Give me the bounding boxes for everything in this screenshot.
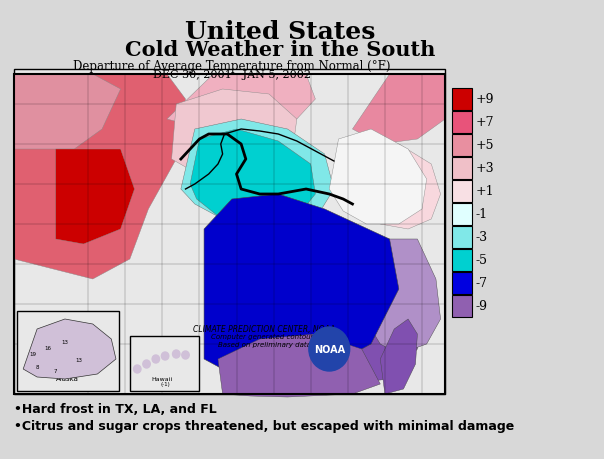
Polygon shape — [14, 75, 185, 280]
Bar — [452, 295, 472, 317]
Polygon shape — [381, 319, 417, 394]
Text: Departure of Average Temperature from Normal (°F): Departure of Average Temperature from No… — [73, 60, 391, 73]
Polygon shape — [204, 195, 399, 374]
Polygon shape — [23, 319, 116, 379]
Circle shape — [152, 355, 159, 363]
Text: +7: +7 — [476, 116, 494, 129]
Polygon shape — [329, 130, 426, 224]
Polygon shape — [362, 145, 440, 230]
Text: (-1): (-1) — [160, 381, 170, 386]
Circle shape — [309, 327, 350, 371]
Text: 13: 13 — [76, 357, 82, 362]
Text: DEC 30, 2001 - JAN 5, 2002: DEC 30, 2001 - JAN 5, 2002 — [153, 70, 311, 80]
Polygon shape — [181, 120, 334, 224]
Text: +3: +3 — [476, 162, 495, 174]
Text: 8: 8 — [36, 365, 39, 369]
Text: •Citrus and sugar crops threatened, but escaped with minimal damage: •Citrus and sugar crops threatened, but … — [14, 419, 514, 432]
Text: -9: -9 — [476, 299, 488, 312]
Bar — [452, 112, 472, 134]
Text: NOAA: NOAA — [313, 344, 345, 354]
Text: CLIMATE PREDICTION CENTER, NOAA: CLIMATE PREDICTION CENTER, NOAA — [193, 325, 335, 333]
Bar — [452, 249, 472, 271]
Polygon shape — [14, 75, 121, 150]
Text: United States: United States — [185, 20, 375, 44]
Polygon shape — [218, 334, 381, 397]
Text: 7: 7 — [54, 369, 57, 374]
Text: 19: 19 — [29, 352, 36, 357]
Polygon shape — [172, 90, 297, 174]
Text: -5: -5 — [476, 253, 488, 266]
Circle shape — [182, 351, 189, 359]
Text: -3: -3 — [476, 230, 488, 243]
Circle shape — [143, 360, 150, 368]
Text: Alaska: Alaska — [56, 375, 79, 381]
Text: Computer generated contours: Computer generated contours — [211, 333, 318, 339]
Polygon shape — [269, 230, 426, 384]
Text: +9: +9 — [476, 93, 494, 106]
Polygon shape — [56, 150, 135, 245]
Text: 13: 13 — [62, 339, 68, 344]
Bar — [452, 180, 472, 202]
Text: Hawaii: Hawaii — [152, 376, 173, 381]
Bar — [14, 70, 445, 394]
Bar — [130, 336, 199, 391]
Text: •Hard frost in TX, LA, and FL: •Hard frost in TX, LA, and FL — [14, 402, 217, 415]
Text: +1: +1 — [476, 185, 495, 197]
Polygon shape — [353, 75, 445, 145]
Bar — [452, 272, 472, 294]
Bar — [17, 311, 119, 391]
Bar — [452, 203, 472, 225]
Text: +5: +5 — [476, 139, 494, 151]
Bar — [452, 157, 472, 179]
Bar — [452, 89, 472, 111]
Text: 16: 16 — [45, 345, 52, 350]
Bar — [452, 134, 472, 157]
Text: Based on preliminary data: Based on preliminary data — [218, 341, 311, 347]
Text: -7: -7 — [476, 276, 488, 289]
Polygon shape — [190, 130, 315, 222]
Circle shape — [161, 352, 169, 360]
Circle shape — [173, 350, 180, 358]
Bar — [452, 226, 472, 248]
Circle shape — [133, 365, 141, 373]
Text: Cold Weather in the South: Cold Weather in the South — [125, 40, 435, 60]
Polygon shape — [362, 240, 440, 354]
Text: -1: -1 — [476, 207, 488, 220]
Bar — [14, 75, 445, 394]
Polygon shape — [167, 75, 315, 134]
